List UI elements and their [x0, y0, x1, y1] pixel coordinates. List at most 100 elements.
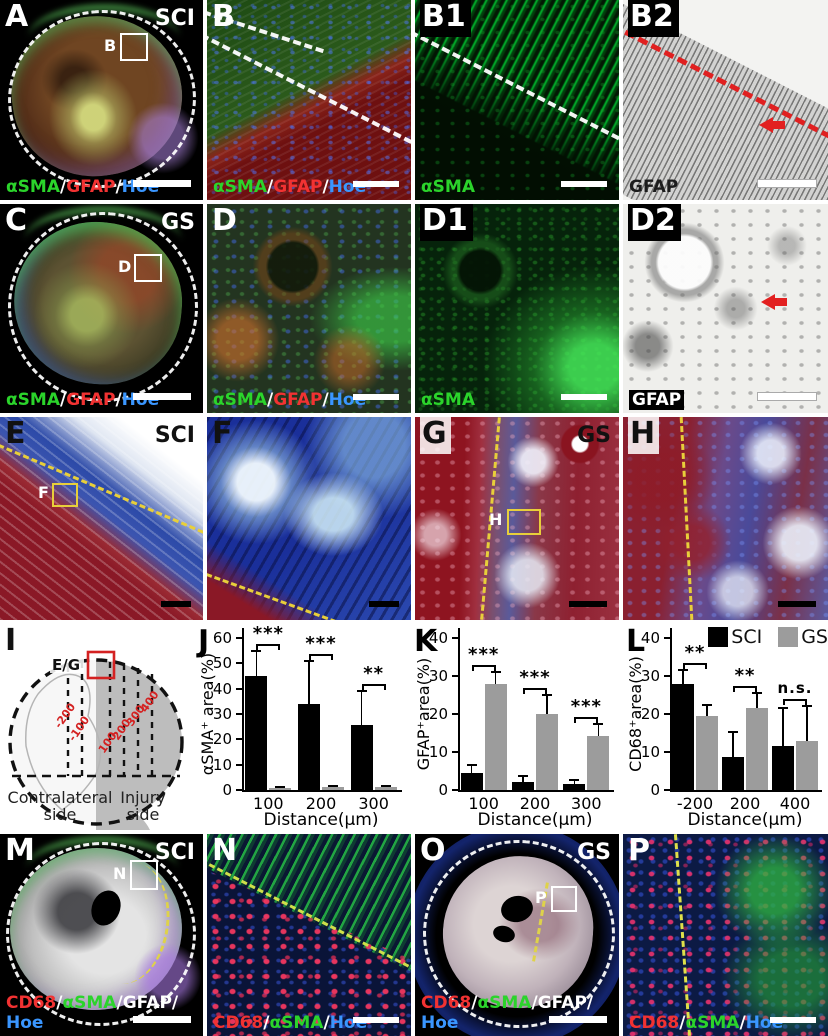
- scale-bar: [133, 393, 191, 400]
- stain-part: GFAP: [273, 177, 323, 197]
- x-tick-label: 400: [779, 794, 811, 813]
- scale-bar: [133, 1016, 191, 1023]
- error-cap: [569, 779, 580, 782]
- sig-label: ***: [252, 622, 284, 644]
- y-tick: [236, 789, 242, 791]
- bar-GS: [484, 683, 507, 790]
- sig-bracket: [471, 665, 496, 668]
- scale-bar: [353, 394, 399, 400]
- y-tick-label: 40: [640, 629, 660, 647]
- error-bar: [682, 670, 684, 684]
- y-axis: [242, 628, 244, 790]
- panel-letter: A: [5, 0, 29, 34]
- panel-letter: D2: [628, 204, 681, 241]
- inset-box-label: N: [113, 864, 127, 883]
- x-tick-label: 100: [253, 794, 284, 813]
- y-tick-label: 60: [212, 629, 232, 647]
- stain-part: /: [679, 1013, 686, 1033]
- inset-box-label: F: [38, 483, 49, 502]
- y-tick: [664, 637, 670, 639]
- legend: SCI GS: [708, 626, 828, 648]
- error-cap: [304, 659, 314, 662]
- panel-letter: C: [5, 204, 28, 238]
- sig-bracket-tick: [545, 688, 547, 694]
- panel-d2-micrograph: D2 GFAP: [623, 204, 828, 413]
- collagen-texture: [207, 417, 411, 620]
- y-tick: [236, 763, 242, 766]
- sig-bracket: [523, 688, 547, 690]
- x-axis: [242, 790, 402, 792]
- sig-label: ***: [468, 644, 500, 666]
- panel-letter: F: [212, 417, 233, 451]
- panel-letter: N: [212, 834, 238, 868]
- sig-label: ***: [570, 695, 602, 717]
- stain-part: αSMA: [685, 1013, 740, 1033]
- stain-part: /: [322, 390, 329, 410]
- inset-box-label: P: [535, 888, 547, 907]
- error-bar: [360, 691, 363, 726]
- scale-bar: [758, 180, 816, 187]
- y-tick-label: 0: [438, 781, 448, 799]
- error-cap: [328, 784, 338, 787]
- scale-bar: [770, 1017, 816, 1023]
- stain-part: GFAP: [66, 390, 116, 410]
- stain-part: /: [586, 993, 594, 1013]
- sig-label: ***: [519, 667, 551, 688]
- region-box-label: E/G: [52, 656, 80, 674]
- mixed-texture: [207, 204, 411, 413]
- sig-bracket-tick: [683, 663, 685, 670]
- stain-part: GFAP: [273, 390, 323, 410]
- sig-bracket-tick: [705, 663, 707, 670]
- stain-part: CD68: [213, 1013, 264, 1033]
- panel-a-micrograph: B A SCI αSMA/GFAP/Hoe: [0, 0, 203, 200]
- stain-part: /: [263, 1013, 270, 1033]
- panel-d1-micrograph: D1 αSMA: [415, 204, 619, 413]
- y-axis-title: CD68⁺area(%): [626, 656, 645, 772]
- x-axis-title: Distance(μm): [477, 810, 593, 830]
- error-bar: [470, 765, 473, 773]
- error-bar: [573, 780, 576, 784]
- x-axis-title: Distance(μm): [263, 810, 379, 830]
- y-axis: [458, 628, 460, 790]
- error-bar: [546, 695, 548, 714]
- stain-label-line2: Hoe: [421, 1013, 458, 1033]
- stain-part: Hoe: [6, 1013, 44, 1033]
- legend-swatch: [708, 627, 729, 647]
- bar-GS: [796, 740, 818, 790]
- panel-d-micrograph: D αSMA/GFAP/Hoe: [207, 204, 411, 413]
- y-tick-label: 40: [428, 629, 448, 647]
- svg-text:side: side: [127, 805, 160, 824]
- panel-n-micrograph: N CD68/αSMA/Hoe: [207, 834, 411, 1036]
- bar-GS: [696, 715, 718, 790]
- panel-i-diagram: I E/G -200 -100 100 200 300 400: [0, 624, 192, 830]
- stain-part: CD68: [629, 1013, 680, 1033]
- error-cap: [356, 690, 367, 693]
- sig-bracket-tick: [383, 684, 386, 691]
- stain-part: /: [171, 993, 179, 1013]
- stain-part: αSMA: [477, 993, 532, 1013]
- chart-cd68-area: L 0 10 20 30 40 CD68⁺area(%) -200 ** 200 ** 400 n.s…: [624, 624, 828, 830]
- stain-part: /: [60, 177, 67, 197]
- x-axis: [458, 790, 614, 792]
- panel-letter: D: [212, 204, 237, 238]
- error-bar: [597, 723, 600, 736]
- sig-label: **: [684, 642, 706, 664]
- y-tick: [452, 637, 458, 639]
- panel-letter: B: [212, 0, 235, 34]
- stain-part: Hoe: [745, 1013, 784, 1033]
- stain-part: αSMA: [6, 177, 60, 197]
- side-labels: Contralateral side Injury side: [8, 788, 166, 824]
- stain-part: GFAP: [122, 993, 172, 1013]
- y-tick-label: 30: [428, 667, 448, 685]
- bar-GS: [374, 786, 397, 790]
- stain-part: /: [739, 1013, 746, 1033]
- scale-bar: [353, 1017, 399, 1023]
- svg-text:Injury: Injury: [120, 788, 166, 807]
- stain-part: Hoe: [328, 390, 367, 410]
- sig-bracket-tick: [256, 643, 259, 650]
- stain-part: /: [531, 993, 538, 1013]
- bar-GS: [322, 786, 344, 790]
- panel-letter: I: [5, 624, 17, 658]
- red-arrow-icon: [753, 294, 787, 310]
